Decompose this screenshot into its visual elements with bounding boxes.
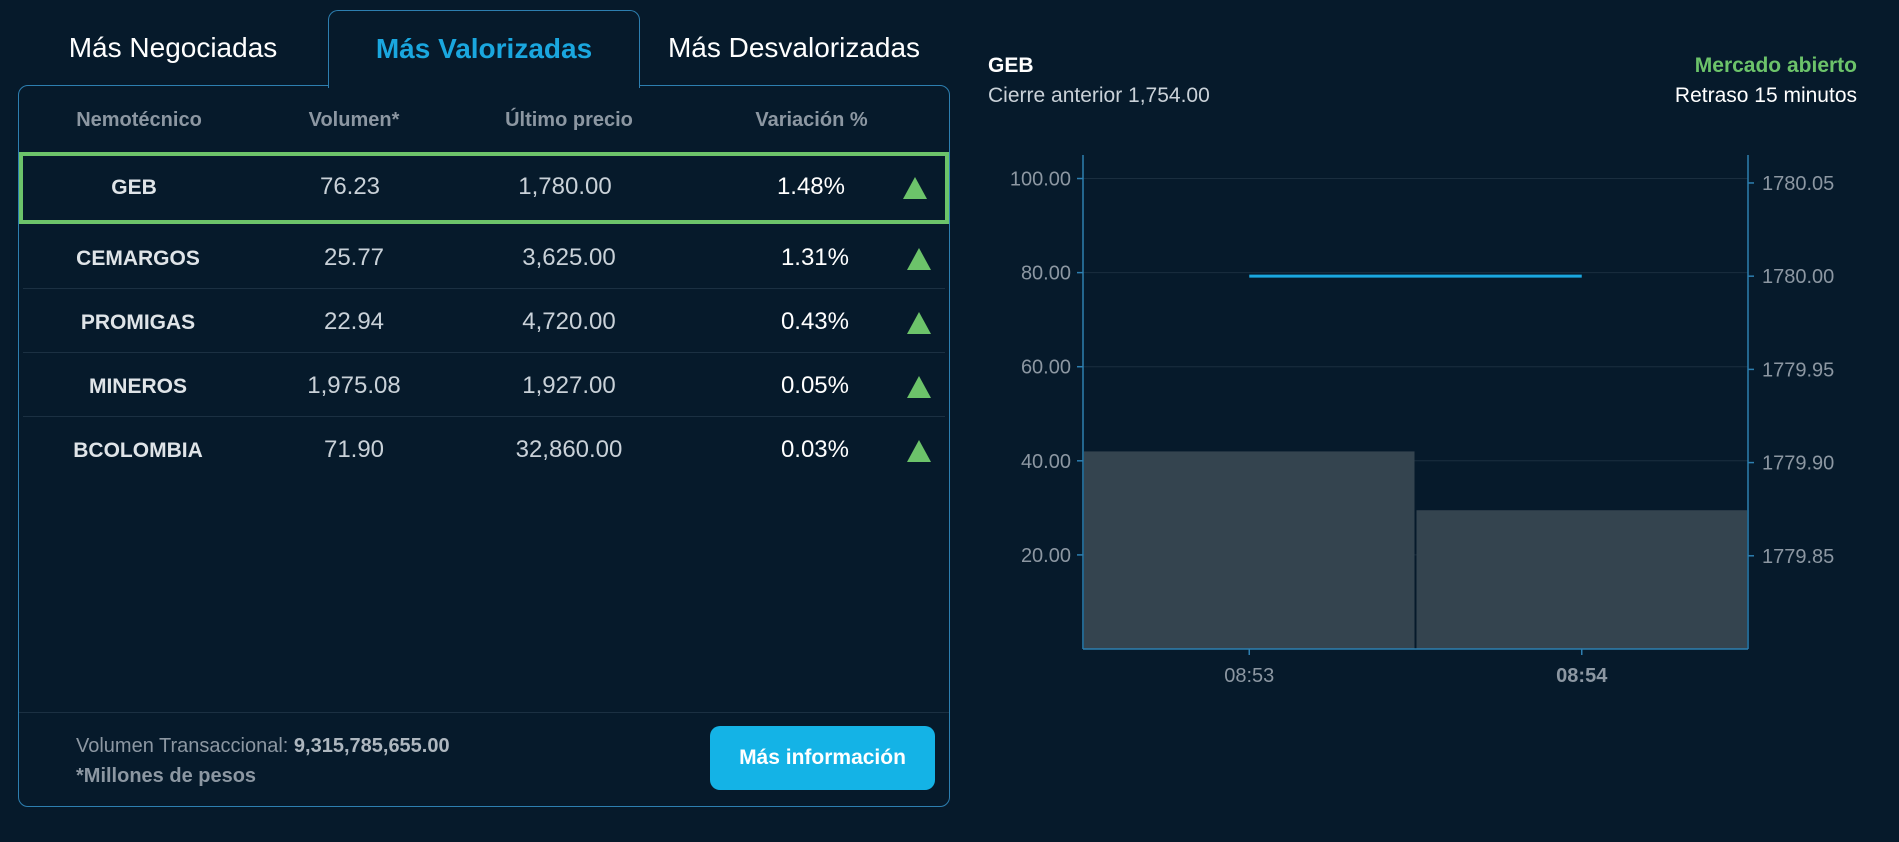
row-volume: 71.90 xyxy=(323,436,385,463)
transaction-volume-value: 9,315,785,655.00 xyxy=(293,735,450,757)
right-tick-label: 1779.95 xyxy=(1762,359,1834,381)
row-price: 1,927.00 xyxy=(522,372,616,399)
right-tick-label: 1780.05 xyxy=(1762,173,1834,195)
x-tick-label: 08:54 xyxy=(1556,665,1608,687)
row-ticker: CEMARGOS xyxy=(76,247,200,270)
row-price: 4,720.00 xyxy=(522,308,616,335)
left-tick-label: 60.00 xyxy=(1021,357,1071,379)
row-variation: 0.05% xyxy=(780,372,849,399)
row-ticker: MINEROS xyxy=(88,375,187,398)
table-row-mineros[interactable]: MINEROS 1,975.08 1,927.00 0.05% xyxy=(23,352,945,417)
up-arrow-icon xyxy=(907,312,931,334)
header-ticker: Nemotécnico xyxy=(76,109,202,131)
row-ticker: PROMIGAS xyxy=(80,311,196,334)
tab-bar: Más Negociadas Más Valorizadas Más Desva… xyxy=(18,10,950,88)
ranking-panel: Nemotécnico Volumen* Último precio Varia… xyxy=(18,85,950,807)
left-tick-label: 40.00 xyxy=(1021,451,1071,473)
transaction-volume-label: Volumen Transaccional: xyxy=(76,735,289,757)
instrument-symbol: GEB xyxy=(988,54,1034,77)
price-volume-chart: 100.00 80.00 60.00 40.00 20.00 1780.05 1780.00… xyxy=(1010,155,1834,687)
delay-note: Retraso 15 minutos xyxy=(1674,84,1857,107)
header-variation: Variación % xyxy=(755,109,868,131)
left-tick-label: 20.00 xyxy=(1021,545,1071,567)
units-note: *Millones de pesos xyxy=(76,765,257,787)
left-tick-label: 80.00 xyxy=(1021,263,1071,285)
table-row-geb[interactable]: GEB 76.23 1,780.00 1.48% xyxy=(19,152,949,224)
row-price: 3,625.00 xyxy=(522,244,616,271)
right-tick-label: 1779.90 xyxy=(1762,453,1834,475)
row-variation: 1.48% xyxy=(776,173,845,200)
row-volume: 22.94 xyxy=(323,308,385,335)
table-header: Nemotécnico Volumen* Último precio Varia… xyxy=(19,86,949,151)
instrument-info: GEB Cierre anterior 1,754.00 xyxy=(988,54,1210,108)
tab-mas-valorizadas[interactable]: Más Valorizadas xyxy=(328,10,640,88)
up-arrow-icon xyxy=(907,248,931,270)
row-ticker: GEB xyxy=(111,176,157,199)
transaction-volume: Volumen Transaccional: 9,315,785,655.00 xyxy=(76,735,450,758)
row-variation: 1.31% xyxy=(780,244,849,271)
table-row-cemargos[interactable]: CEMARGOS 25.77 3,625.00 1.31% xyxy=(23,224,945,289)
row-volume: 25.77 xyxy=(323,244,385,271)
volume-bar xyxy=(1416,510,1747,649)
left-tick-label: 100.00 xyxy=(1010,169,1071,191)
right-tick-label: 1779.85 xyxy=(1762,546,1834,568)
volume-bar xyxy=(1084,451,1415,649)
previous-close: Cierre anterior 1,754.00 xyxy=(988,84,1210,107)
x-tick-label: 08:53 xyxy=(1224,665,1274,687)
row-volume: 76.23 xyxy=(319,173,381,200)
row-price: 1,780.00 xyxy=(518,173,612,200)
right-tick-label: 1780.00 xyxy=(1762,266,1834,288)
up-arrow-icon xyxy=(903,177,927,199)
tab-mas-desvalorizadas[interactable]: Más Desvalorizadas xyxy=(667,32,921,63)
row-variation: 0.03% xyxy=(780,436,849,463)
market-info: Mercado abierto Retraso 15 minutos xyxy=(1675,54,1857,108)
up-arrow-icon xyxy=(907,440,931,462)
row-variation: 0.43% xyxy=(780,308,849,335)
header-volume: Volumen* xyxy=(308,109,400,131)
table-row-bcolombia[interactable]: BCOLOMBIA 71.90 32,860.00 0.03% xyxy=(23,416,945,480)
row-ticker: BCOLOMBIA xyxy=(73,439,203,462)
up-arrow-icon xyxy=(907,376,931,398)
header-last-price: Último precio xyxy=(505,109,633,131)
more-info-button[interactable]: Más información xyxy=(710,726,935,790)
market-status: Mercado abierto xyxy=(1694,54,1857,77)
panel-footer: Volumen Transaccional: 9,315,785,655.00 … xyxy=(19,712,949,807)
table-row-promigas[interactable]: PROMIGAS 22.94 4,720.00 0.43% xyxy=(23,288,945,353)
row-volume: 1,975.08 xyxy=(307,372,401,399)
row-price: 32,860.00 xyxy=(515,436,623,463)
tab-mas-negociadas[interactable]: Más Negociadas xyxy=(68,32,278,63)
